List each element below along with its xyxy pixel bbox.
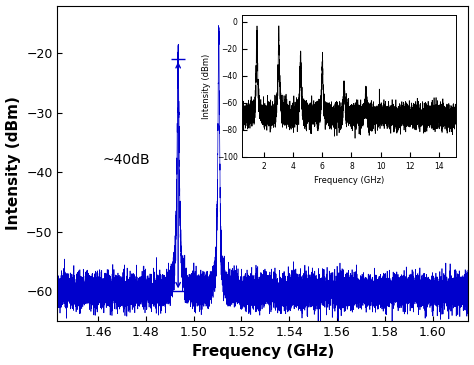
Text: ~40dB: ~40dB	[103, 153, 151, 167]
Y-axis label: Intensity (dBm): Intensity (dBm)	[6, 96, 20, 230]
X-axis label: Frequency (GHz): Frequency (GHz)	[192, 345, 334, 360]
